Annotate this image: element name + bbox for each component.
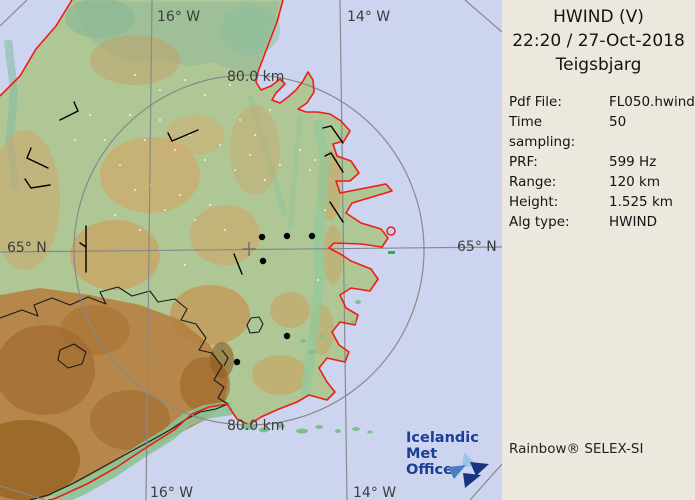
field-row-time-sampling: Time sampling: 50 <box>509 112 695 152</box>
radar-site-name: Teigsbjarg <box>555 55 642 75</box>
wind-data-point <box>283 232 291 240</box>
field-label: Range: <box>509 174 557 190</box>
glacier-outline <box>0 286 264 500</box>
field-row-range: Range: 120 km <box>509 172 695 192</box>
wind-barb <box>322 125 344 144</box>
wind-data-point <box>259 257 267 265</box>
snow-speckles <box>74 74 326 281</box>
met-office-logo-line1: Icelandic Met <box>406 430 479 462</box>
field-value: HWIND <box>609 214 657 230</box>
panel-header: HWIND (V) 22:20 / 27-Oct-2018 Teigsbjarg <box>502 5 695 77</box>
wind-data-point <box>283 332 291 340</box>
field-value: 50 <box>609 114 627 130</box>
wind-barb <box>26 147 49 169</box>
field-label: PRF: <box>509 154 538 170</box>
field-label: Height: <box>509 194 559 210</box>
station-marker <box>386 226 396 236</box>
met-office-logo-line2: Office <box>406 462 453 478</box>
field-label: Pdf File: <box>509 94 562 110</box>
label-lon-16w-bottom: 16° W <box>150 485 193 500</box>
software-branding: Rainbow® SELEX-SI <box>509 441 644 457</box>
label-range-top: 80.0 km <box>227 69 284 85</box>
field-row-prf: PRF: 599 Hz <box>509 152 695 172</box>
wind-barbs <box>24 101 344 275</box>
met-office-logo: Icelandic Met Office <box>406 430 502 496</box>
label-lon-16w-top: 16° W <box>157 9 200 25</box>
map-labels: 16° W 14° W 80.0 km 65° N 65° N 80.0 km … <box>7 9 497 500</box>
meridian-14w <box>339 0 348 500</box>
field-label: Time sampling: <box>509 114 576 150</box>
radar-map-canvas: 16° W 14° W 80.0 km 65° N 65° N 80.0 km … <box>0 0 502 500</box>
corner-cut-tr <box>464 0 502 33</box>
wind-barb <box>24 178 51 189</box>
wind-data-point <box>233 358 241 366</box>
wind-barb <box>233 253 243 275</box>
radar-map[interactable]: 16° W 14° W 80.0 km 65° N 65° N 80.0 km … <box>0 0 502 500</box>
field-value: 599 Hz <box>609 154 657 170</box>
label-lon-14w-top: 14° W <box>347 9 390 25</box>
islets <box>241 251 395 434</box>
wind-barb <box>324 152 344 173</box>
wind-data-point <box>308 232 316 240</box>
scan-timestamp: 22:20 / 27-Oct-2018 <box>512 31 685 51</box>
product-title: HWIND (V) <box>553 7 644 27</box>
field-label: Alg type: <box>509 214 570 230</box>
corner-cut-tl <box>0 0 28 27</box>
scan-details: Pdf File: FL050.hwind Time sampling: 50 … <box>502 92 695 232</box>
corner-cut-bl <box>0 485 46 500</box>
field-value: FL050.hwind <box>609 94 695 110</box>
met-office-logo-icon <box>448 452 489 488</box>
radar-site-cross <box>242 242 256 256</box>
corner-cut-br <box>469 463 502 500</box>
info-panel: HWIND (V) 22:20 / 27-Oct-2018 Teigsbjarg… <box>502 0 695 500</box>
label-lon-14w-bottom: 14° W <box>353 485 396 500</box>
field-value: 120 km <box>609 174 661 190</box>
wind-barb <box>79 242 87 248</box>
field-row-alg-type: Alg type: HWIND <box>509 212 695 232</box>
field-value: 1.525 km <box>609 194 673 210</box>
field-row-pdf-file: Pdf File: FL050.hwind <box>509 92 695 112</box>
wind-barb <box>329 201 344 223</box>
wind-data-points <box>233 232 316 366</box>
label-range-bottom: 80.0 km <box>227 418 284 434</box>
wind-data-point <box>258 233 266 241</box>
label-lat-65n-left: 65° N <box>7 240 47 256</box>
wind-barb <box>167 129 199 142</box>
field-row-height: Height: 1.525 km <box>509 192 695 212</box>
label-lat-65n-right: 65° N <box>457 239 497 255</box>
coastline <box>0 0 396 500</box>
terrain-shading <box>0 0 343 500</box>
wind-barb <box>59 101 79 121</box>
met-office-logo-text: Icelandic Met Office <box>406 430 502 478</box>
